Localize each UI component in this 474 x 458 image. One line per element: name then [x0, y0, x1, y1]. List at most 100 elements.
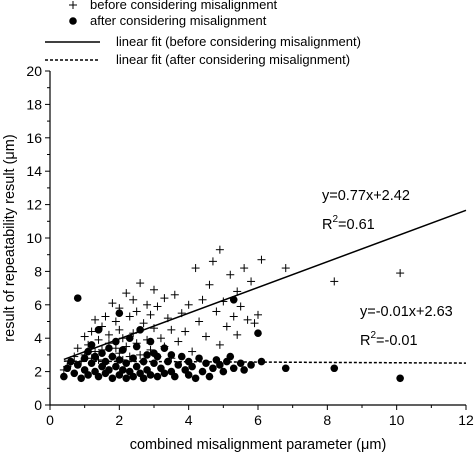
annotation-after-equation: y=-0.01x+2.63: [360, 304, 453, 320]
point-after-84: [330, 364, 339, 373]
point-before-12: [91, 315, 100, 324]
legend: before considering misalignment after co…: [45, 0, 361, 67]
point-before-35: [129, 295, 138, 304]
point-after-75: [226, 352, 235, 361]
point-after-34: [125, 334, 134, 343]
point-before-68: [212, 307, 221, 316]
point-after-6: [77, 374, 85, 383]
point-after-2: [67, 357, 75, 366]
point-before-60: [184, 300, 193, 309]
point-before-74: [229, 312, 238, 321]
x-tick-label-5: 10: [389, 412, 405, 428]
annotation-after-r2: R2=-0.01: [360, 330, 418, 349]
point-before-64: [198, 295, 207, 304]
point-after-76: [229, 364, 238, 373]
legend-item-fit-after: linear fit (after considering misalignme…: [45, 52, 350, 67]
point-before-7: [80, 332, 89, 341]
point-after-37: [129, 372, 137, 381]
point-after-57: [167, 351, 176, 359]
point-after-25: [112, 337, 120, 346]
legend-item-after: after considering misalignment: [69, 13, 267, 28]
point-before-59: [181, 327, 190, 336]
point-after-1: [63, 364, 72, 373]
y-tick-label-2: 4: [34, 330, 42, 346]
y-tick-label-10: 20: [26, 63, 42, 79]
point-after-32: [122, 374, 131, 383]
point-before-32: [125, 312, 134, 321]
point-after-33: [122, 359, 131, 368]
point-after-64: [188, 362, 196, 371]
point-before-39: [136, 279, 145, 288]
point-after-69: [205, 372, 214, 381]
x-tick-label-2: 4: [185, 412, 193, 428]
point-before-53: [163, 314, 172, 323]
point-after-50: [153, 372, 162, 381]
point-after-38: [132, 342, 141, 351]
point-after-85: [396, 374, 404, 383]
y-axis-title: result of repeatability result (μm): [2, 134, 18, 341]
point-after-81: [254, 329, 262, 337]
legend-dot-marker: [69, 17, 77, 25]
legend-label-fit-before: linear fit (before considering misalignm…: [116, 34, 361, 49]
point-before-61: [188, 347, 197, 356]
point-after-15: [94, 372, 103, 381]
y-tick-label-5: 10: [26, 230, 42, 246]
point-after-82: [257, 357, 266, 366]
point-before-82: [254, 310, 262, 319]
y-tick-label-7: 14: [26, 163, 42, 179]
y-tick-label-3: 6: [34, 297, 42, 313]
point-after-46: [146, 337, 155, 346]
point-before-79: [243, 315, 252, 324]
annotation-before-r2: R2=0.61: [322, 214, 375, 233]
point-before-57: [174, 337, 183, 346]
point-before-73: [226, 270, 235, 279]
annotation-after-r2-sup: 2: [370, 330, 376, 341]
point-after-44: [143, 351, 151, 359]
annotation-before-equation: y=0.77x+2.42: [322, 188, 410, 204]
point-before-55: [167, 325, 176, 334]
point-after-48: [150, 359, 158, 368]
point-before-76: [233, 330, 242, 339]
legend-item-before: before considering misalignment: [69, 0, 278, 12]
point-after-16: [94, 326, 103, 334]
point-before-13: [94, 335, 103, 344]
point-before-30: [122, 289, 131, 298]
y-tick-label-4: 8: [34, 263, 42, 279]
point-after-9: [84, 347, 92, 356]
point-after-21: [105, 344, 113, 353]
point-before-34: [129, 329, 138, 338]
point-after-31: [119, 346, 127, 354]
x-axis-title: combined misalignment parameter (μm): [130, 437, 387, 453]
y-axis-ticks: 0 2 4 6 8 10 12 14 16 18 20: [26, 63, 50, 413]
point-before-81: [250, 319, 259, 328]
point-before-10: [87, 327, 96, 336]
point-before-40: [139, 319, 148, 328]
point-after-79: [240, 366, 248, 374]
point-after-39: [132, 362, 141, 371]
point-after-47: [146, 371, 155, 379]
annotation-after-fit: y=-0.01x+2.63 R2=-0.01: [360, 304, 453, 349]
x-tick-label-1: 2: [115, 412, 123, 428]
point-before-80: [247, 277, 256, 286]
point-after-36: [129, 354, 137, 363]
point-after-22: [105, 366, 113, 374]
point-after-62: [184, 371, 193, 379]
point-after-70: [209, 364, 217, 373]
y-tick-label-9: 18: [26, 96, 42, 112]
point-after-14: [91, 352, 99, 361]
y-tick-label-8: 16: [26, 130, 42, 146]
point-before-22: [108, 299, 117, 308]
point-before-75: [233, 287, 242, 296]
point-after-30: [119, 366, 127, 374]
point-before-56: [170, 290, 179, 299]
point-after-42: [139, 357, 148, 366]
point-after-24: [108, 352, 117, 361]
point-after-80: [247, 361, 255, 369]
x-tick-label-4: 8: [323, 412, 331, 428]
point-before-46: [150, 324, 158, 333]
point-after-65: [191, 374, 200, 383]
point-after-5: [73, 361, 82, 369]
point-after-55: [164, 357, 172, 366]
point-before-72: [222, 322, 231, 331]
